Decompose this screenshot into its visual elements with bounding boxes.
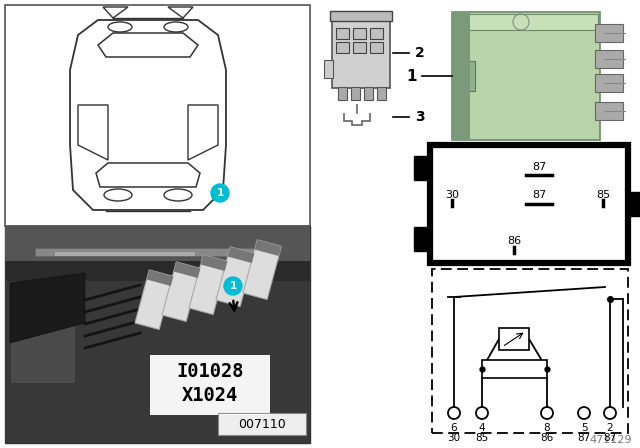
Text: 86: 86 xyxy=(507,236,521,246)
Bar xyxy=(430,145,628,263)
Text: 87: 87 xyxy=(604,433,616,443)
Text: 30: 30 xyxy=(445,190,459,200)
Text: 2: 2 xyxy=(415,46,425,60)
Text: 007110: 007110 xyxy=(238,418,286,431)
Bar xyxy=(595,74,623,92)
Bar xyxy=(216,247,254,306)
Bar xyxy=(595,50,623,68)
Text: 4: 4 xyxy=(479,423,485,433)
Bar xyxy=(338,87,347,100)
Bar xyxy=(595,24,623,42)
Bar xyxy=(324,60,333,78)
Bar xyxy=(452,12,600,140)
Bar xyxy=(255,240,282,256)
Bar xyxy=(201,255,227,271)
Bar xyxy=(330,11,392,21)
Bar xyxy=(336,28,349,39)
Bar xyxy=(454,14,598,30)
Bar xyxy=(150,355,270,415)
Bar xyxy=(243,240,282,299)
Bar xyxy=(452,12,470,140)
Text: 85: 85 xyxy=(476,433,488,443)
Text: 87: 87 xyxy=(532,190,546,200)
Bar xyxy=(5,226,310,261)
Text: 30: 30 xyxy=(447,433,461,443)
Text: 471129: 471129 xyxy=(589,435,632,445)
Bar xyxy=(353,28,366,39)
Bar xyxy=(162,262,200,322)
Bar xyxy=(460,61,475,91)
Text: I01028: I01028 xyxy=(176,362,244,380)
Text: 85: 85 xyxy=(596,190,610,200)
Bar xyxy=(5,281,310,443)
Bar xyxy=(332,18,390,88)
Circle shape xyxy=(224,277,242,295)
Text: 3: 3 xyxy=(415,110,424,124)
Bar xyxy=(351,87,360,100)
Bar xyxy=(218,413,306,435)
Bar xyxy=(173,262,200,278)
Text: 87: 87 xyxy=(532,162,546,172)
Bar xyxy=(353,42,366,53)
Bar xyxy=(482,360,547,378)
Text: 1: 1 xyxy=(216,188,223,198)
Bar xyxy=(364,87,373,100)
Text: 6: 6 xyxy=(451,423,458,433)
Bar xyxy=(147,270,173,286)
Text: X1024: X1024 xyxy=(182,385,238,405)
Bar xyxy=(5,226,310,443)
Bar xyxy=(414,227,430,251)
Bar xyxy=(5,5,310,226)
Bar xyxy=(336,42,349,53)
Polygon shape xyxy=(10,273,85,343)
Text: 1: 1 xyxy=(406,69,417,83)
Bar xyxy=(414,156,430,180)
Text: 8: 8 xyxy=(544,423,550,433)
Bar xyxy=(228,247,254,263)
Bar xyxy=(432,269,628,433)
Bar xyxy=(55,252,195,256)
Bar xyxy=(377,87,386,100)
Text: 2: 2 xyxy=(607,423,613,433)
Bar xyxy=(370,42,383,53)
Bar xyxy=(499,328,529,350)
Bar xyxy=(628,192,640,216)
Bar xyxy=(189,255,227,314)
Bar xyxy=(35,248,255,256)
Bar xyxy=(370,28,383,39)
Circle shape xyxy=(211,184,229,202)
Bar xyxy=(595,102,623,120)
Text: 87: 87 xyxy=(577,433,591,443)
Text: 86: 86 xyxy=(540,433,554,443)
Text: 1: 1 xyxy=(229,281,237,291)
Text: 5: 5 xyxy=(580,423,588,433)
Bar xyxy=(135,270,173,329)
Bar xyxy=(10,283,75,383)
